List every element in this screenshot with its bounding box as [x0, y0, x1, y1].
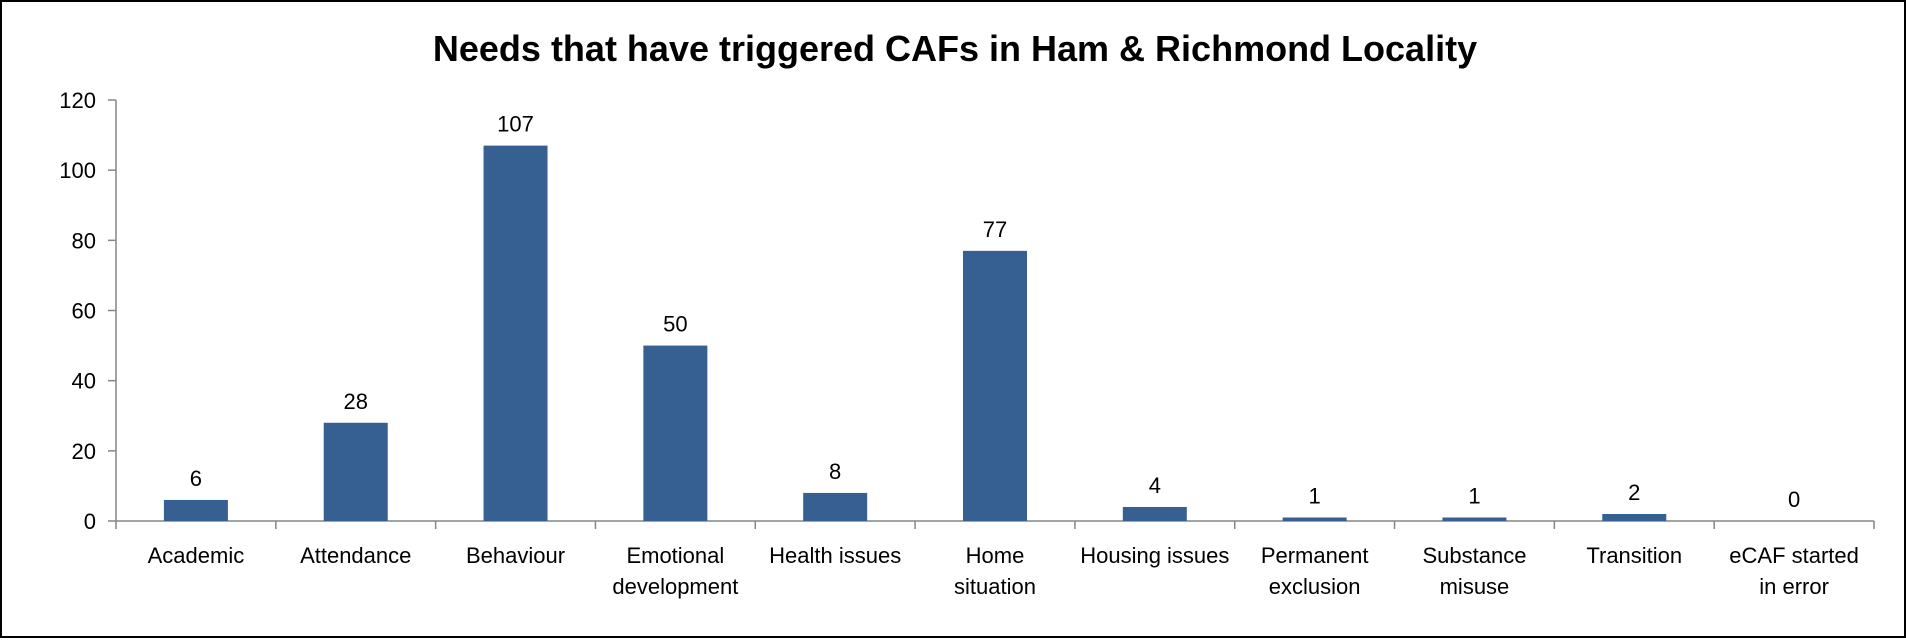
data-label: 4	[1149, 473, 1161, 498]
y-tick-label: 20	[72, 439, 96, 464]
data-label: 6	[190, 466, 202, 491]
y-tick-label: 0	[84, 509, 96, 534]
data-label: 77	[983, 217, 1007, 242]
category-label: Substance misuse	[1422, 543, 1526, 599]
bar	[1282, 517, 1347, 521]
bar	[1122, 506, 1187, 521]
category-label: Attendance	[300, 543, 411, 568]
category-label: Emotional development	[612, 543, 738, 599]
category-label: Home situation	[954, 543, 1036, 599]
category-label: Health issues	[769, 543, 901, 568]
category-label: Behaviour	[466, 543, 565, 568]
bar	[483, 145, 548, 521]
data-label: 1	[1468, 483, 1480, 508]
data-labels: 6 28 107 50 8 77 4 1 1 2 0	[190, 112, 1800, 512]
y-tick-label: 80	[72, 228, 96, 253]
bar	[323, 422, 388, 521]
data-label: 1	[1309, 483, 1321, 508]
bar	[963, 250, 1027, 521]
y-tick-label: 40	[72, 369, 96, 394]
category-label: eCAF started in error	[1729, 543, 1859, 599]
data-label: 28	[343, 389, 367, 414]
data-label: 0	[1788, 487, 1800, 512]
category-label: Permanent exclusion	[1261, 543, 1369, 599]
chart-title: Needs that have triggered CAFs in Ham & …	[432, 28, 1478, 69]
bar	[803, 492, 868, 521]
data-label: 8	[829, 459, 841, 484]
bar	[1442, 517, 1507, 521]
x-axis: Academic Attendance Behaviour Emotional deve…	[115, 520, 1875, 599]
y-axis: 0 20 40 60 80 100 120	[59, 88, 117, 534]
y-tick-label: 120	[59, 88, 96, 113]
category-label: Academic	[148, 543, 245, 568]
data-label: 50	[663, 312, 687, 337]
bars	[163, 145, 1667, 521]
bar	[163, 499, 228, 521]
category-label: Transition	[1586, 543, 1682, 568]
category-label: Housing issues	[1080, 543, 1229, 568]
bar	[643, 345, 708, 521]
y-tick-label: 100	[59, 158, 96, 183]
y-tick-label: 60	[72, 299, 96, 324]
data-label: 2	[1628, 480, 1640, 505]
data-label: 107	[497, 112, 534, 137]
bar	[1602, 513, 1667, 521]
